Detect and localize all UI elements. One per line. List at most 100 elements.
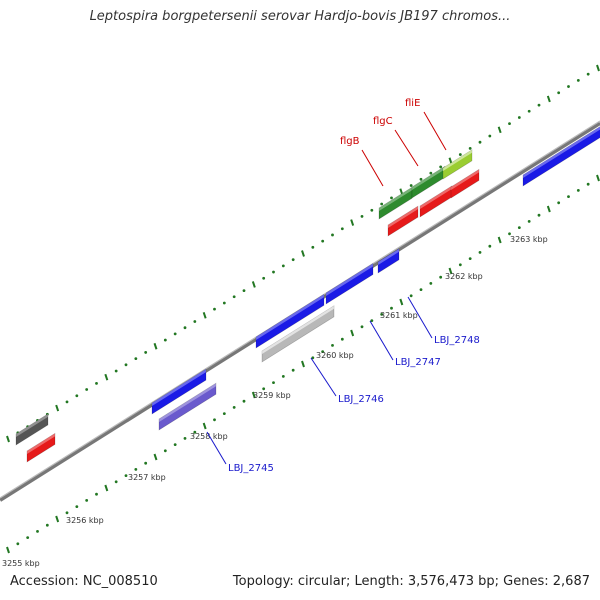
lower-track-dot bbox=[517, 226, 521, 230]
feature-flgB-highlight bbox=[379, 187, 412, 211]
lower-track-dot bbox=[370, 319, 374, 322]
feature-fliE bbox=[442, 149, 473, 180]
upper-track-dot bbox=[576, 78, 580, 82]
lower-track-dot bbox=[557, 201, 561, 205]
gene-label[interactable]: flgB bbox=[340, 136, 360, 147]
accession-text: Accession: NC_008510 bbox=[10, 574, 158, 589]
upper-track-dot bbox=[478, 140, 482, 144]
lower-track-dot bbox=[586, 182, 590, 186]
lower-track-dot bbox=[242, 399, 246, 403]
lower-track-dot bbox=[508, 232, 511, 236]
upper-track-dot bbox=[488, 134, 492, 138]
gene-leader-line bbox=[407, 296, 433, 339]
upper-track-dot bbox=[439, 165, 443, 169]
lower-track-dot bbox=[213, 418, 216, 422]
upper-track-dot bbox=[173, 332, 177, 336]
feature-lbj2745-body bbox=[158, 382, 217, 431]
feature-right-forward-body bbox=[522, 126, 600, 187]
lower-track-dot bbox=[458, 263, 462, 267]
upper-track-dot bbox=[331, 233, 334, 237]
feature-red-1 bbox=[387, 205, 419, 237]
upper-track-dot bbox=[380, 202, 384, 206]
upper-track-dot bbox=[409, 184, 413, 187]
lower-track-dot bbox=[468, 257, 472, 260]
gene-label[interactable]: fliE bbox=[405, 98, 420, 109]
lower-track-dot bbox=[262, 387, 266, 391]
lower-track-dot bbox=[134, 468, 138, 471]
upper-track-major-tick bbox=[104, 373, 109, 381]
gene-leader-line bbox=[310, 357, 337, 397]
upper-track-dot bbox=[232, 295, 236, 299]
gene-label[interactable]: LBJ_2745 bbox=[228, 463, 274, 474]
lower-track-major-tick bbox=[301, 360, 305, 368]
upper-track-dot bbox=[567, 85, 570, 88]
upper-track-dot bbox=[65, 400, 69, 404]
feature-lbj2745-forward-body bbox=[151, 368, 207, 415]
upper-track-major-tick bbox=[497, 126, 502, 134]
upper-track-dot bbox=[458, 153, 462, 156]
feature-lbj2746-forward-body bbox=[255, 293, 325, 349]
lower-track-dot bbox=[537, 213, 541, 217]
upper-track-dot bbox=[586, 72, 590, 76]
lower-track-major-tick bbox=[546, 205, 551, 213]
lower-track-major-tick bbox=[497, 236, 502, 244]
lower-track-major-tick bbox=[55, 515, 60, 523]
lower-track-dot bbox=[380, 313, 384, 316]
lower-track-dot bbox=[321, 350, 325, 353]
feature-lbj2747 bbox=[325, 262, 374, 305]
lower-track-dot bbox=[232, 406, 236, 409]
lower-track-dot bbox=[75, 505, 79, 508]
upper-track-dot bbox=[85, 388, 89, 391]
lower-track-dot bbox=[95, 492, 98, 496]
upper-track-dot bbox=[370, 208, 374, 212]
upper-track-dot bbox=[124, 363, 128, 367]
feature-gray-left-body bbox=[15, 413, 49, 446]
scale-label: 3263 kbp bbox=[510, 235, 548, 244]
upper-track-major-tick bbox=[301, 250, 305, 257]
upper-track-dot bbox=[419, 177, 423, 181]
lower-track-dot bbox=[409, 294, 413, 298]
lower-track-major-tick bbox=[350, 329, 355, 337]
lower-track-dot bbox=[114, 480, 118, 484]
upper-track-dot bbox=[75, 394, 79, 398]
gene-label[interactable]: flgC bbox=[373, 116, 393, 127]
upper-track-dot bbox=[95, 381, 98, 385]
lower-track-major-tick bbox=[596, 174, 600, 182]
map-title: Leptospira borgpetersenii serovar Hardjo… bbox=[89, 9, 511, 24]
upper-track-major-tick bbox=[153, 342, 158, 350]
lower-track-dot bbox=[26, 536, 30, 539]
upper-track-dot bbox=[213, 307, 216, 311]
lower-track-dot bbox=[173, 443, 177, 446]
gene-label[interactable]: LBJ_2748 bbox=[434, 335, 480, 346]
lower-track-dot bbox=[567, 195, 570, 199]
upper-track-dot bbox=[163, 338, 167, 342]
feature-lbj2748 bbox=[377, 248, 400, 274]
lower-track-dot bbox=[439, 275, 443, 279]
feature-red-3 bbox=[450, 168, 480, 199]
upper-track-major-tick bbox=[546, 95, 551, 103]
scale-label: 3257 kbp bbox=[128, 473, 166, 482]
feature-red-1-body bbox=[387, 205, 419, 237]
feature-red-3-body bbox=[450, 168, 480, 199]
lower-track-dot bbox=[85, 499, 89, 502]
lower-track-major-tick bbox=[6, 546, 10, 554]
upper-track-dot bbox=[340, 227, 344, 231]
lower-track-dot bbox=[183, 437, 187, 440]
lower-track-major-tick bbox=[448, 267, 453, 275]
upper-track-dot bbox=[390, 196, 393, 200]
gene-leader-line bbox=[394, 129, 419, 167]
gene-label[interactable]: LBJ_2746 bbox=[338, 394, 384, 405]
upper-track-dot bbox=[262, 276, 266, 280]
upper-track-dot bbox=[114, 369, 118, 373]
feature-lbj2747-highlight bbox=[326, 263, 373, 296]
lower-track-dot bbox=[340, 337, 344, 341]
scale-label: 3259 kbp bbox=[253, 391, 291, 400]
upper-track-major-tick bbox=[202, 312, 207, 319]
upper-track-major-tick bbox=[251, 281, 256, 288]
feature-gray-left bbox=[15, 413, 49, 446]
lower-track-dot bbox=[144, 461, 148, 465]
feature-lbj2745 bbox=[158, 382, 217, 431]
gene-label[interactable]: LBJ_2747 bbox=[395, 357, 441, 368]
upper-track-dot bbox=[468, 146, 472, 150]
